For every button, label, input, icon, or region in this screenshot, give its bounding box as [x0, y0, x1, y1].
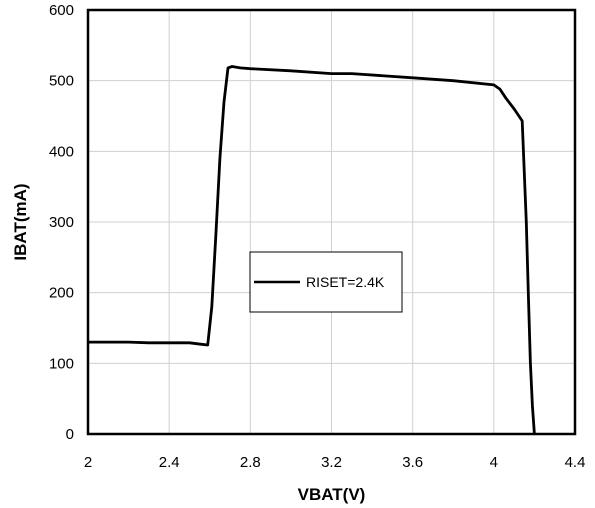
x-axis-title: VBAT(V)	[298, 485, 366, 504]
grid-lines	[88, 10, 575, 434]
y-axis-tick-labels: 0 100 200 300 400 500 600	[49, 2, 74, 443]
y-tick-label: 400	[49, 143, 74, 160]
x-tick-label: 3.6	[402, 454, 423, 471]
y-tick-label: 100	[49, 355, 74, 372]
series-line	[88, 65, 536, 435]
y-tick-label: 300	[49, 214, 74, 231]
y-axis-title: IBAT(mA)	[11, 183, 30, 260]
x-tick-label: 2.8	[240, 454, 261, 471]
x-axis-tick-labels: 2 2.4 2.8 3.2 3.6 4 4.4	[84, 454, 586, 471]
plot-area-border	[86, 8, 577, 436]
y-tick-label: 0	[66, 426, 74, 443]
x-tick-label: 2.4	[159, 454, 180, 471]
y-tick-label: 600	[49, 2, 74, 19]
x-tick-label: 3.2	[321, 454, 342, 471]
legend: RISET=2.4K	[249, 251, 403, 313]
x-tick-label: 4.4	[565, 454, 586, 471]
legend-entry-label: RISET=2.4K	[306, 274, 385, 290]
y-tick-label: 200	[49, 285, 74, 302]
x-tick-label: 2	[84, 454, 92, 471]
y-tick-label: 500	[49, 73, 74, 90]
series-layer	[88, 65, 536, 435]
x-tick-label: 4	[490, 454, 498, 471]
